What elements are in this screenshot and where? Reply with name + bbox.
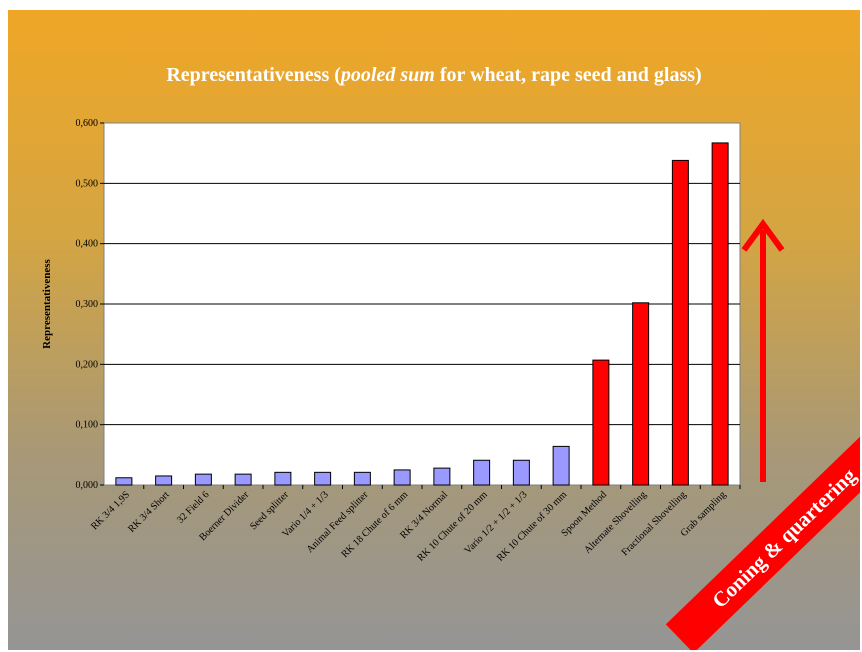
y-tick-label: 0,100	[76, 420, 99, 431]
slide: Representativeness (pooled sum for wheat…	[8, 10, 860, 650]
bar	[632, 302, 650, 486]
title-suffix: for wheat, rape seed and glass)	[434, 64, 702, 86]
bar-chart: 0,000 0,100 0,200 0,300 0,400 0,500 0,600 Repre…	[41, 118, 785, 564]
chart-title: Representativeness (pooled sum for wheat…	[8, 64, 860, 87]
x-tick-label: RK 18 Chute of 6 mm	[339, 489, 410, 560]
y-tick-label: 0,200	[76, 359, 99, 370]
bar	[115, 477, 133, 486]
bar	[512, 459, 530, 486]
bar	[234, 473, 252, 486]
y-tick-label: 0,300	[76, 299, 99, 310]
bar	[274, 471, 292, 486]
x-tick-label: 32 Field 6	[175, 489, 211, 525]
y-tick-label: 0,600	[76, 118, 99, 129]
bar	[711, 142, 729, 486]
title-italic: pooled sum	[340, 64, 435, 86]
y-tick-label: 0,500	[76, 178, 99, 189]
bar	[314, 471, 332, 486]
arrow-head	[741, 218, 785, 252]
bar	[353, 471, 371, 486]
bar	[155, 475, 173, 486]
x-tick-label: RK 3/4 1,9S	[89, 489, 132, 532]
bar	[671, 159, 689, 486]
bar	[393, 469, 411, 486]
y-tick-label: 0,400	[76, 239, 99, 250]
bar	[433, 467, 451, 486]
bar	[194, 473, 212, 486]
title-prefix: Representativeness (	[166, 64, 341, 86]
y-tick-label: 0,000	[76, 480, 99, 491]
x-tick-label: RK 10 Chute of 20 mm	[415, 489, 490, 564]
x-tick-label: RK 10 Chute of 30 mm	[495, 489, 570, 564]
bar	[473, 459, 491, 486]
bar	[552, 445, 570, 486]
x-tick-label: RK 3/4 Short	[126, 489, 172, 535]
y-axis-label: Representativeness	[41, 258, 53, 348]
bar	[592, 359, 610, 486]
x-tick-label: Seed splitter	[248, 489, 291, 532]
